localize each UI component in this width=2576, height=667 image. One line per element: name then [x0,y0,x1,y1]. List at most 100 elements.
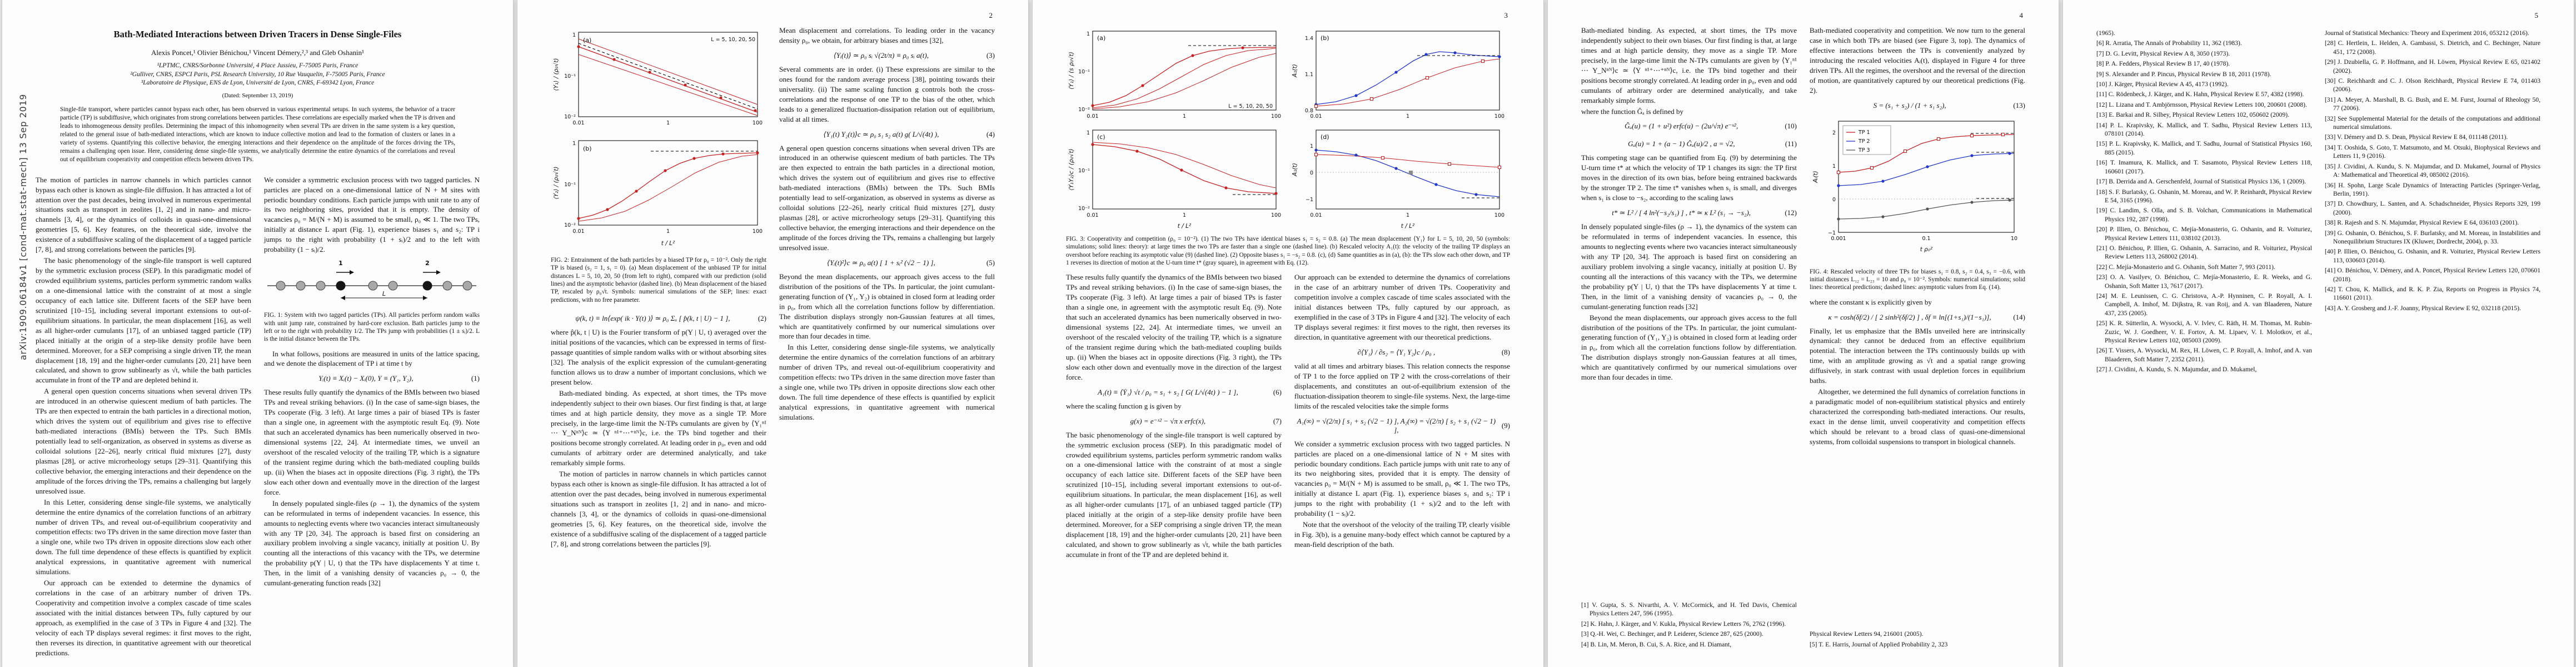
tick-label: 10⁻¹ [1078,69,1090,75]
paragraph: where the scaling function g is given by [1066,401,1182,410]
tick-label: 1.4 [1305,36,1313,42]
reference-item: [31] A. Meyer, A. Marshall, B. G. Bush, … [2325,96,2540,112]
equation: κ = cosh(δf/2) / [ 2 sinh²(δf/2) ] , δf … [1828,312,2025,321]
equation: A₁(∞) = √(2/π) [ s₁ + s₂ (√2 − 1) ], A₂(… [1297,416,1510,434]
figure-2-caption: FIG. 2: Entrainment of the bath particle… [551,257,766,303]
figure-2-panel-a: (a) L = 5, 10, 20, 50 0.01 1 100 1 10⁻¹ … [553,32,763,126]
figure-3: (a) L = 5, 10, 20, 50 0.01 1 100 1 10⁻¹ … [1066,27,1510,267]
tick-label: 2 [1832,130,1836,136]
dated-line: (Dated: September 13, 2019) [222,92,293,99]
figure-3-panel-c: (c) 0.01 1 100 1 10⁻¹ 10⁻² t / L² ⟨Y₁Y₂⟩… [1068,130,1281,230]
figure-1: 1 2 L FIG. 1: System with two tagged par… [264,257,480,343]
panel-label: (a) [1097,34,1105,42]
paragraph: Beyond the mean displacements, our appro… [779,272,995,341]
abstract: Single-file transport, where particles c… [60,106,455,163]
panel-label: (a) [583,37,591,44]
tick-label: 0.01 [1310,113,1322,120]
y-axis-label: A₁(t) [1292,64,1298,78]
equation: Ĝₐ(u) = (1 + u²) erfc(u) − (2u/√π) e⁻ᵘ²,… [1625,122,1797,131]
tick-label: 100 [1271,113,1281,120]
references-list: [1] V. Gupta, S. S. Nivarthi, A. V. McCo… [1581,601,1797,650]
tick-label: 100 [1494,212,1504,218]
figure-3-panel-a: (a) L = 5, 10, 20, 50 0.01 1 100 1 10⁻¹ … [1068,31,1281,120]
arxiv-watermark: arXiv:1909.06184v1 [cond-mat.stat-mech] … [18,93,28,360]
reference-item: [42] T. Chou, K. Mallick, and R. K. P. Z… [2325,285,2540,302]
x-axis-label: t ρ₀² [1920,246,1933,253]
paragraph: Bath-mediated binding. As expected, at s… [1581,26,1797,104]
tick-label: 100 [753,120,763,126]
legend-tp3: TP 3 [1858,147,1870,153]
reference-item: [11] C. Rödenbeck, J. Kärger, and K. Hah… [2096,91,2304,98]
reference-item: [17] B. Derrida and A. Gerschenfeld, Jou… [2096,178,2306,186]
tick-label: 10⁻¹ [564,73,576,79]
paragraph: These results fully quantify the dynamic… [264,388,480,496]
figure-3-caption: FIG. 3: Cooperativity and competition (ρ… [1066,236,1510,267]
page-3: 3 (a) L = 5, 10, 20, 50 0.01 [1033,0,1543,667]
tick-label: 10⁻² [564,222,576,228]
paragraph: A general open question concerns situati… [36,387,251,495]
paragraph: In densely populated single-files (ρ → 1… [1581,222,1797,311]
affiliation-1: ¹LPTMC, CNRS/Sorbonne Université, 4 Plac… [157,62,358,69]
tick-label: 1 [1087,130,1090,136]
tick-label: 10⁻¹ [564,182,576,188]
reference-item: [14] P. L. Krapivsky, K. Mallick, and T.… [2096,121,2312,138]
figure-4-image: TP 1 TP 2 TP 3 0.001 0.1 10 2 1 0 −1 t ρ… [1812,121,2017,253]
figure-3-panel-d: (d) 0.01 1 100 1 0 −1 t / L² A₁(t) [1292,130,1504,230]
paragraph: The basic phenomenology of the single-fi… [1066,430,1282,559]
figure-2: (a) L = 5, 10, 20, 50 0.01 1 100 1 10⁻¹ … [551,27,766,304]
reference-item: [5] T. E. Harris, Journal of Applied Pro… [1810,640,1948,648]
tick-label: 0.01 [1310,212,1322,218]
tick-label: 1 [1183,113,1186,120]
page4-left-column: Bath-mediated binding. As expected, at s… [1581,26,1797,650]
paragraph: In this Letter, considering dense single… [779,343,995,421]
page4-right-column: Bath-mediated cooperativity and competit… [1810,26,2025,650]
paragraph: These results fully quantify the dynamic… [1066,273,1282,381]
y-axis-label: ⟨Y₁⟩ / (ρ₀√t) [553,58,560,91]
tick-label: 1 [1832,163,1836,170]
tick-label: −1 [1828,230,1836,236]
reference-item: [1] V. Gupta, S. S. Nivarthi, A. V. McCo… [1581,601,1797,618]
reference-item: [15] P. L. Krapivsky, K. Mallick, and T.… [2096,140,2312,156]
figure-1-caption: FIG. 1: System with two tagged particles… [264,312,480,343]
figure-4-caption: FIG. 4: Rescaled velocity of three TPs f… [1810,268,2025,291]
x-axis-label: t / L² [1401,223,1415,230]
figure-4: TP 1 TP 2 TP 3 0.001 0.1 10 2 1 0 −1 t ρ… [1810,116,2025,292]
figure-1-image: 1 2 L [267,260,476,301]
panel-label: (d) [1321,133,1329,141]
tick-label: 0 [1832,197,1836,203]
panel-label: (b) [583,145,592,152]
reference-item: [3] Q.-H. Wei, C. Bechinger, and P. Leid… [1581,630,1763,638]
page5-left-column: (1965). [6] R. Arratia, The Annals of Pro… [2096,26,2312,376]
reference-item: [38] R. Rajesh and S. N. Majumdar, Physi… [2325,219,2519,227]
page2-left-column: (a) L = 5, 10, 20, 50 0.01 1 100 1 10⁻¹ … [551,26,766,550]
tick-label: 10⁻² [1078,107,1090,113]
paragraph: This competing stage can be quantified f… [1581,153,1797,202]
tick-label: 0.01 [1087,212,1098,218]
page-1: arXiv:1909.06184v1 [cond-mat.stat-mech] … [2,0,513,667]
tick-label: 1 [1310,143,1313,150]
reference-item: [35] J. Cividini, A. Kundu, S. N. Majumd… [2325,162,2540,179]
equation: ⟨Yᵢ(t)²⟩c ≃ ρ₀ a(t) [ 1 + sᵢ² (√2 − 1) ]… [827,258,995,267]
paragraph: Mean displacement and correlations. To l… [779,26,995,44]
tp1-label: 1 [338,260,343,267]
page-2: 2 (a) L [517,0,1028,667]
equation: t* ≃ L² / [ 4 ln²(−s₂/s₁) ] , t* ≃ κ L² … [1612,208,1797,217]
distance-label: L [382,290,386,297]
tick-label: 1 [1406,113,1409,120]
paragraph: Altogether, we determined the full dynam… [1810,387,2025,446]
affiliation-2: ²Gulliver, CNRS, ESPCI Paris, PSL Resear… [130,71,385,78]
paragraph: Note that the overshoot of the velocity … [1294,520,1510,549]
affiliation-3: ³Laboratoire de Physique, ENS de Lyon, U… [141,79,375,87]
paragraph: The motion of particles in narrow channe… [551,470,766,548]
tick-label: 1 [1183,212,1186,218]
references-list: Physical Review Letters 94, 216001 (2005… [1810,630,2025,650]
paragraph: Our approach can be extended to determin… [1294,273,1510,341]
x-axis-label: t / L² [661,240,675,247]
y-axis-label: ⟨Y₂⟩ / (ρ₀√t) [553,167,560,200]
references-list: (1965). [6] R. Arratia, The Annals of Pro… [2096,29,2312,376]
reference-item: [40] P. Illien, O. Bénichou, G. Oshanin,… [2325,248,2540,264]
equation: A₁(t) ≡ ⟨Ẏ₁⟩ √t / ρ₀ = s₁ + s₂ [ G( L/√(… [1098,387,1282,396]
tick-label: 1.1 [1305,72,1313,78]
equation: g(x) = e⁻ˣ² − √π x erfc(x), (7) [1130,416,1282,425]
authors-line: Alexis Poncet,¹ Olivier Bénichou,¹ Vince… [151,48,364,57]
